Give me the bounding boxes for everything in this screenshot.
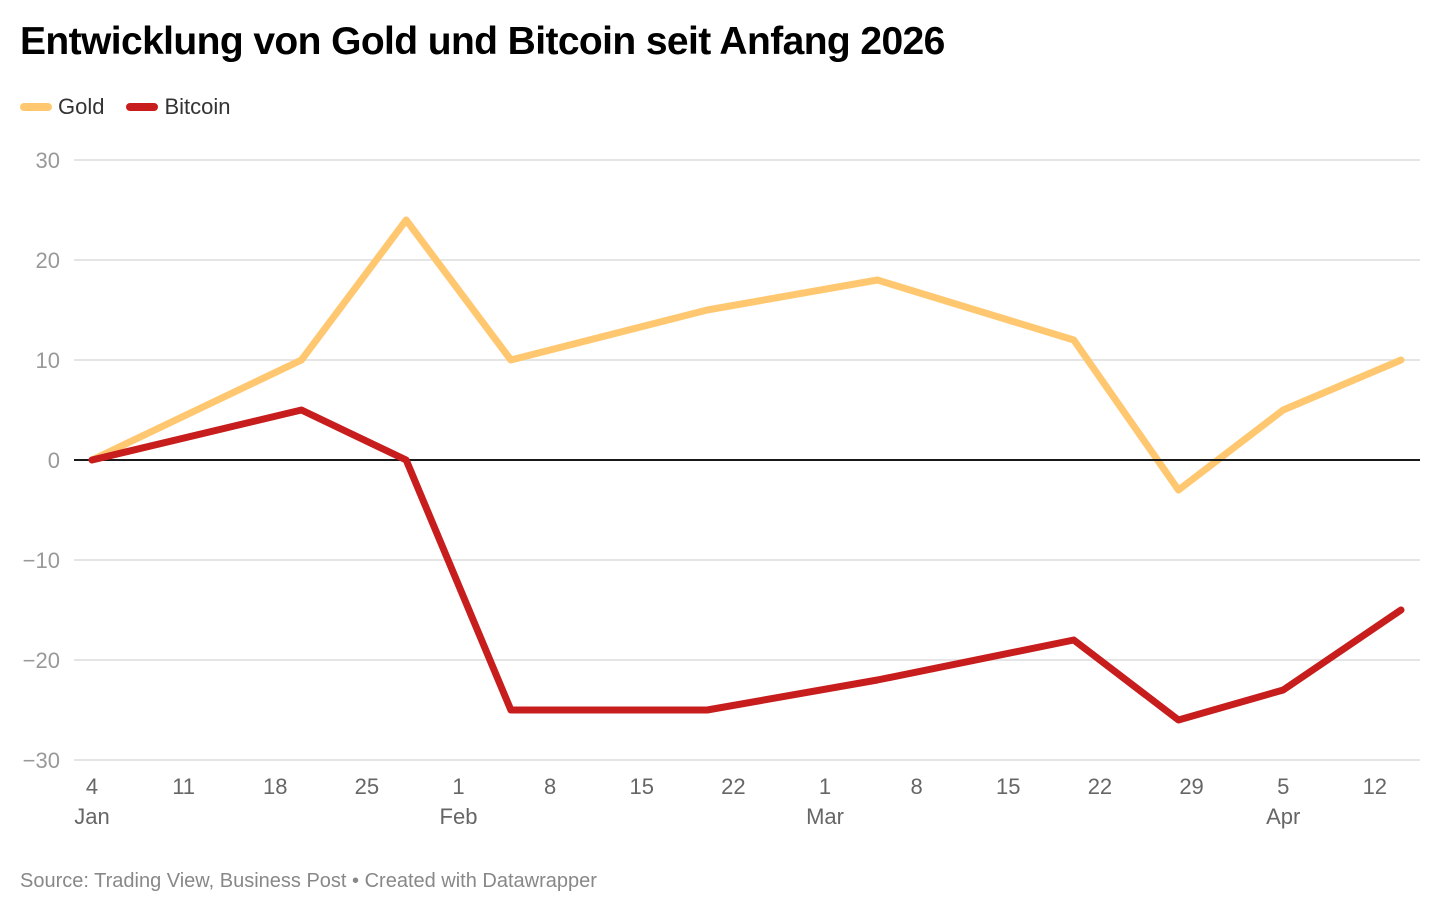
y-tick-label: 0 (48, 448, 60, 473)
x-tick-label: 11 (172, 774, 195, 799)
x-tick-label: 8 (911, 774, 923, 799)
x-tick-label: 15 (996, 774, 1020, 799)
x-month-label: Jan (74, 804, 109, 829)
legend-item-gold: Gold (20, 94, 104, 120)
x-month-label: Feb (440, 804, 478, 829)
x-tick-label: 1 (819, 774, 831, 799)
y-tick-label: −10 (23, 548, 60, 573)
x-month-label: Apr (1266, 804, 1300, 829)
legend-label-bitcoin: Bitcoin (164, 94, 231, 119)
y-tick-label: 20 (36, 248, 60, 273)
y-tick-label: 10 (36, 348, 60, 373)
x-tick-label: 8 (544, 774, 556, 799)
x-tick-label: 25 (355, 774, 379, 799)
x-axis: 4 Jan 11 18 25 1 Feb 8 15 22 1 Mar 8 15 22 29 5 Apr 12 (74, 774, 1387, 829)
legend: Gold Bitcoin (20, 94, 253, 120)
series-line-bitcoin (88, 406, 1405, 724)
x-tick-label: 18 (263, 774, 287, 799)
x-tick-label: 5 (1277, 774, 1289, 799)
series-line-gold (88, 216, 1405, 494)
x-tick-label: 22 (721, 774, 745, 799)
y-tick-label: 30 (36, 148, 60, 173)
legend-swatch-gold (20, 103, 52, 111)
x-tick-label: 29 (1179, 774, 1203, 799)
x-tick-label: 4 (86, 774, 98, 799)
source-footer: Source: Trading View, Business Post • Cr… (20, 870, 597, 892)
chart-title: Entwicklung von Gold und Bitcoin seit An… (20, 20, 945, 63)
x-tick-label: 1 (452, 774, 464, 799)
y-tick-label: −30 (23, 748, 60, 773)
x-tick-label: 22 (1088, 774, 1112, 799)
x-month-label: Mar (806, 804, 844, 829)
x-tick-label: 12 (1363, 774, 1387, 799)
legend-item-bitcoin: Bitcoin (126, 94, 231, 120)
x-tick-label: 15 (630, 774, 654, 799)
legend-swatch-bitcoin (126, 103, 159, 111)
series-lines (74, 216, 1420, 724)
legend-label-gold: Gold (58, 94, 105, 119)
y-tick-label: −20 (23, 648, 60, 673)
y-axis: 30 20 10 0 −10 −20 −30 (23, 148, 60, 773)
line-chart: 30 20 10 0 −10 −20 −30 4 Jan 11 18 25 1 Feb 8 15 22 1 Mar… (23, 148, 1420, 829)
